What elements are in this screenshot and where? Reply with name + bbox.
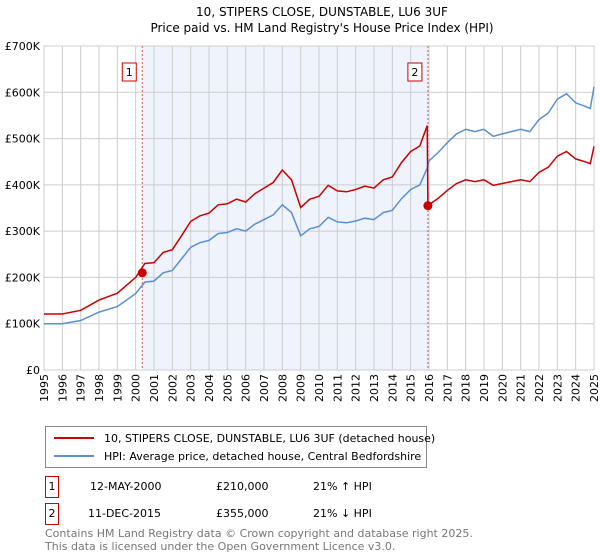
x-tick-label: 2025 xyxy=(588,374,600,402)
sale-date: 12-MAY-2000 xyxy=(90,480,162,493)
footer: Contains HM Land Registry data © Crown c… xyxy=(45,527,473,553)
y-tick-label: £100K xyxy=(5,318,41,331)
property-price-line xyxy=(44,125,595,315)
x-tick-label: 2010 xyxy=(313,374,326,402)
x-tick-label: 2002 xyxy=(166,374,179,402)
y-tick-label: £500K xyxy=(5,133,41,146)
x-tick-label: 2008 xyxy=(276,374,289,402)
x-tick-label: 2004 xyxy=(203,374,216,402)
y-tick-label: £400K xyxy=(5,179,41,192)
footer-line: This data is licensed under the Open Gov… xyxy=(45,540,396,553)
x-tick-label: 2000 xyxy=(130,374,143,402)
x-tick-label: 2001 xyxy=(148,374,161,402)
legend-label: 10, STIPERS CLOSE, DUNSTABLE, LU6 3UF (d… xyxy=(104,431,436,445)
sale-point xyxy=(137,268,147,278)
sale-label: 2 xyxy=(411,66,418,79)
chart-subtitle: Price paid vs. HM Land Registry's House … xyxy=(150,21,493,35)
x-tick-label: 2018 xyxy=(460,374,473,402)
sale-point xyxy=(423,201,433,211)
y-tick-label: £300K xyxy=(5,225,41,238)
x-tick-label: 2007 xyxy=(258,374,271,402)
legend-swatch-red xyxy=(54,437,94,439)
x-tick-label: 1996 xyxy=(56,374,69,402)
x-tick-label: 2024 xyxy=(570,374,583,402)
sale-badge: 2 xyxy=(45,503,59,525)
sale-row: 2 11-DEC-2015 £355,000 21% ↓ HPI xyxy=(45,503,545,525)
chart-title: 10, STIPERS CLOSE, DUNSTABLE, LU6 3UF xyxy=(196,5,448,19)
legend: 10, STIPERS CLOSE, DUNSTABLE, LU6 3UF (d… xyxy=(45,426,435,468)
x-tick-label: 2013 xyxy=(368,374,381,402)
plot-frame xyxy=(43,45,595,371)
sale-hpi-diff: 21% ↓ HPI xyxy=(313,507,372,520)
x-tick-label: 2011 xyxy=(331,374,344,402)
x-tick-label: 1999 xyxy=(111,374,124,402)
y-tick-label: £600K xyxy=(5,86,41,99)
x-tick-label: 2014 xyxy=(386,374,399,402)
legend-item-property: 10, STIPERS CLOSE, DUNSTABLE, LU6 3UF (d… xyxy=(54,430,435,446)
sale-price: £355,000 xyxy=(216,507,269,520)
x-tick-label: 2022 xyxy=(533,374,546,402)
x-tick-label: 2006 xyxy=(240,374,253,402)
hpi-line xyxy=(44,86,595,325)
sale-label-box xyxy=(407,62,423,82)
sale-badge: 1 xyxy=(45,476,59,498)
sale-row: 1 12-MAY-2000 £210,000 21% ↑ HPI xyxy=(45,476,545,498)
x-tick-label: 1995 xyxy=(38,374,51,402)
sale-date: 11-DEC-2015 xyxy=(88,507,162,520)
x-tick-label: 2023 xyxy=(551,374,564,402)
y-tick-label: £700K xyxy=(5,40,41,53)
x-tick-label: 1998 xyxy=(93,374,106,402)
sale-price: £210,000 xyxy=(216,480,269,493)
x-tick-label: 2015 xyxy=(405,374,418,402)
x-tick-label: 2003 xyxy=(185,374,198,402)
x-tick-label: 2009 xyxy=(295,374,308,402)
legend-swatch-blue xyxy=(54,455,94,457)
x-tick-label: 2016 xyxy=(423,374,436,402)
x-tick-label: 2012 xyxy=(350,374,363,402)
x-tick-label: 1997 xyxy=(75,374,88,402)
x-tick-label: 2020 xyxy=(496,374,509,402)
legend-item-hpi: HPI: Average price, detached house, Cent… xyxy=(54,448,421,464)
legend-label: HPI: Average price, detached house, Cent… xyxy=(104,449,422,463)
sale-hpi-diff: 21% ↑ HPI xyxy=(313,480,372,493)
x-tick-label: 2021 xyxy=(515,374,528,402)
sale-label: 1 xyxy=(126,66,133,79)
y-tick-label: £0 xyxy=(26,364,40,377)
footer-line: Contains HM Land Registry data © Crown c… xyxy=(45,527,473,540)
x-tick-label: 2005 xyxy=(221,374,234,402)
x-tick-label: 2019 xyxy=(478,374,491,402)
x-tick-label: 2017 xyxy=(441,374,454,402)
sale-label-box xyxy=(121,62,137,82)
price-chart: 10, STIPERS CLOSE, DUNSTABLE, LU6 3UF Pr… xyxy=(5,5,600,402)
y-tick-label: £200K xyxy=(5,271,41,284)
